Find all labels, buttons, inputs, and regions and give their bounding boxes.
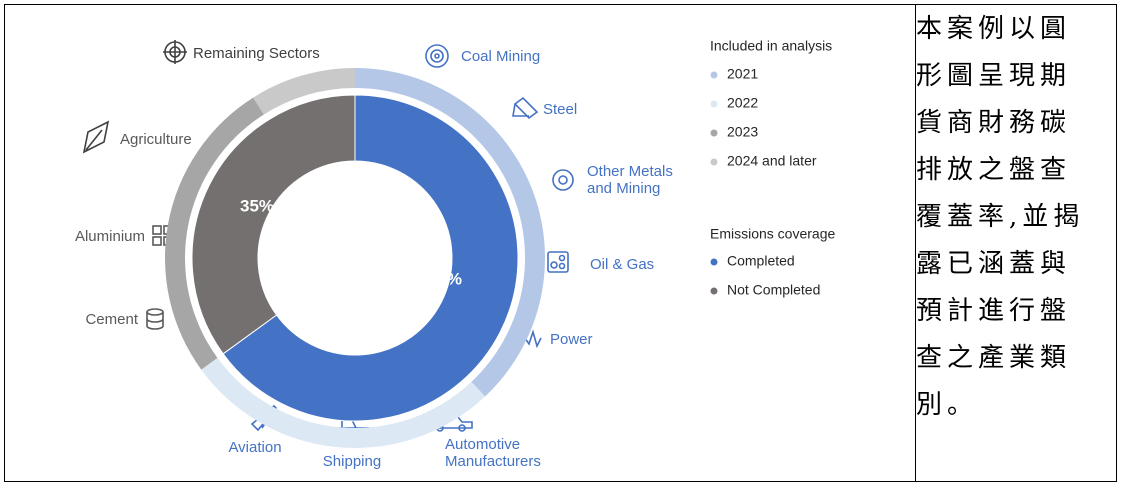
- legend-dot: [710, 287, 718, 295]
- legend-label: 2023: [727, 124, 758, 140]
- legend-dot: [710, 258, 718, 266]
- sector-label: Manufacturers: [445, 453, 541, 470]
- legend-label: Completed: [727, 253, 795, 269]
- sector-label: Steel: [543, 101, 577, 118]
- value-label: 65%: [428, 269, 462, 288]
- legend-label: Not Completed: [727, 282, 820, 298]
- sector-label: Aluminium: [75, 228, 145, 245]
- text-line: 本案例以圓: [916, 14, 1072, 44]
- legend-dot: [710, 100, 718, 108]
- sector-label: Coal Mining: [461, 48, 540, 65]
- donut-segment: [191, 94, 356, 355]
- donut-segment: [222, 94, 519, 422]
- text-line: 別。: [916, 390, 979, 420]
- text-line: 貨商財務碳: [916, 108, 1072, 138]
- legend-label: 2021: [727, 66, 758, 82]
- sector-label: Power: [550, 331, 593, 348]
- sector-label: Remaining Sectors: [193, 45, 320, 62]
- legend-title: Emissions coverage: [710, 226, 835, 242]
- sector-label: Shipping: [323, 453, 381, 470]
- outer-segment: [165, 97, 264, 370]
- sector-label: and Mining: [587, 180, 660, 197]
- text-line: 預計進行盤: [916, 296, 1072, 326]
- sector-label: Other Metals: [587, 163, 673, 180]
- sector-label: Agriculture: [120, 131, 192, 148]
- description-text: 本案例以圓形圖呈現期貨商財務碳排放之盤查覆蓋率,並揭 露已涵蓋與預計進行盤查之產業…: [916, 6, 1114, 429]
- text-line: 覆蓋率,並揭: [916, 202, 1085, 232]
- text-line: 形圖呈現期: [916, 61, 1072, 91]
- text-line: 露已涵蓋與: [916, 249, 1072, 279]
- legend-label: 2022: [727, 95, 758, 111]
- legend-dot: [710, 129, 718, 137]
- legend-label: 2024 and later: [727, 153, 817, 169]
- value-label: 35%: [240, 196, 274, 215]
- outer-segment: [201, 357, 486, 448]
- legend-dot: [710, 158, 718, 166]
- sector-label: Oil & Gas: [590, 256, 654, 273]
- sector-label: Aviation: [228, 439, 281, 456]
- sector-label: Cement: [85, 311, 138, 328]
- legend-dot: [710, 71, 718, 79]
- text-line: 查之產業類: [916, 343, 1072, 373]
- legend-title: Included in analysis: [710, 38, 832, 54]
- outer-segment: [253, 68, 355, 115]
- text-line: 排放之盤查: [916, 155, 1072, 185]
- table-border: [4, 4, 1117, 482]
- sector-label: Automotive: [445, 436, 520, 453]
- outer-segment: [355, 68, 545, 397]
